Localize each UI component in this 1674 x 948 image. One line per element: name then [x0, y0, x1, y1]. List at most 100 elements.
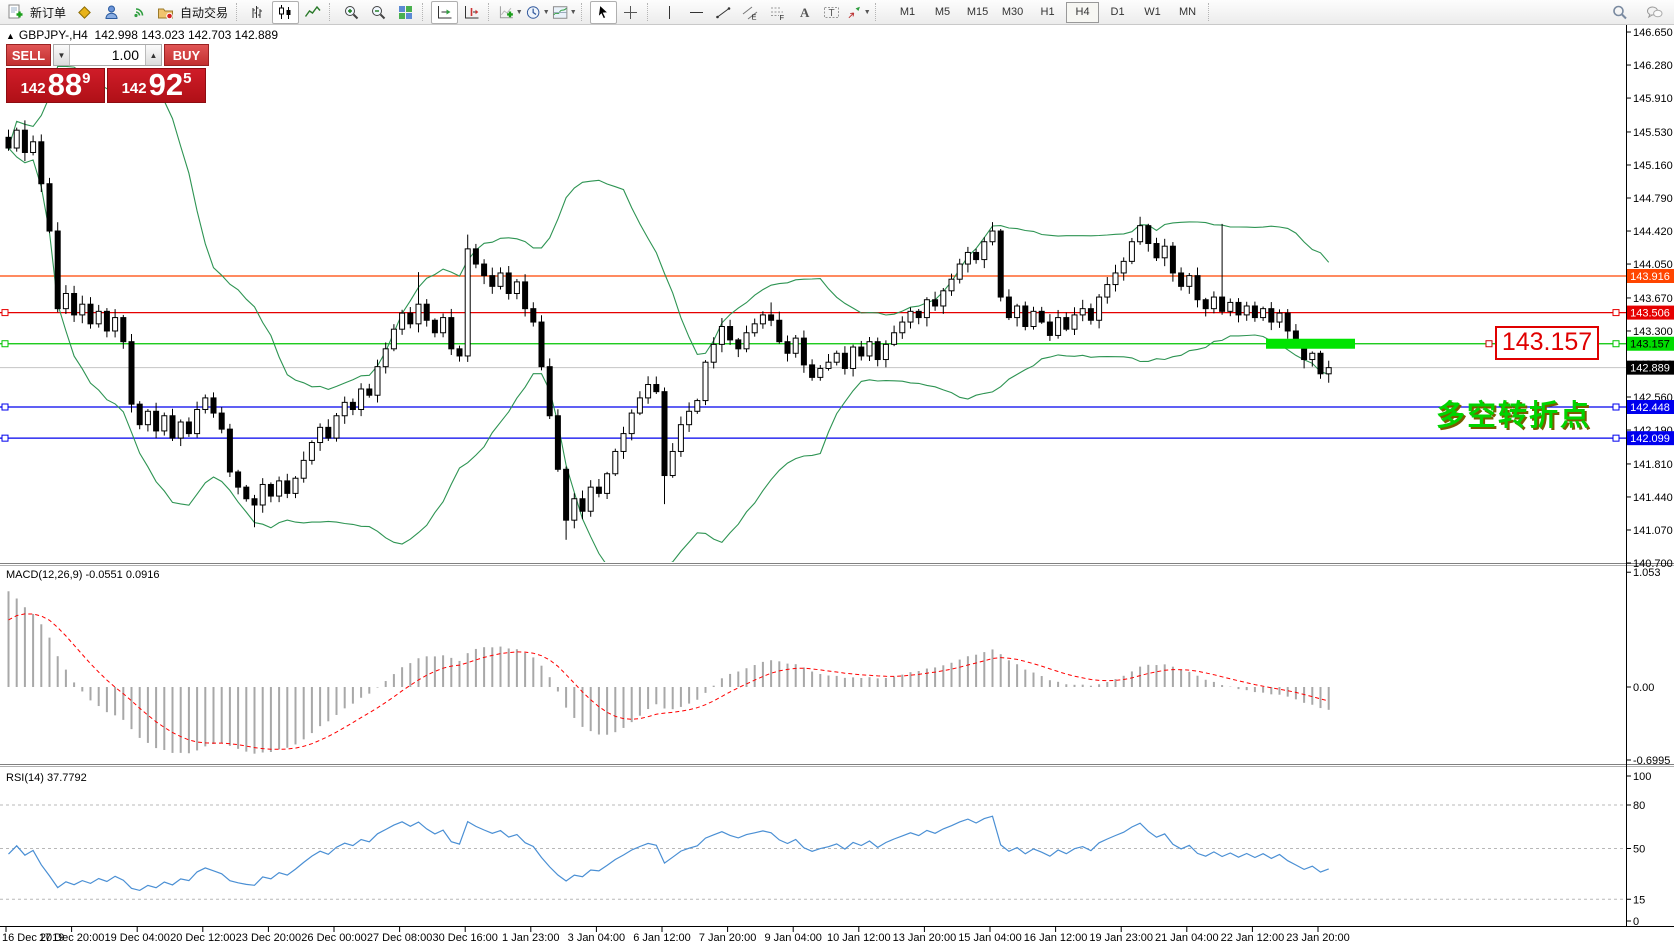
- chart-shift-icon: [465, 5, 479, 18]
- periods-button[interactable]: ▼: [524, 1, 551, 24]
- symbol-header: ▲ GBPJPY-,H4 142.998 143.023 142.703 142.…: [6, 28, 278, 42]
- zoom-out-button[interactable]: [365, 1, 392, 24]
- price-callout-box[interactable]: 143.157: [1495, 326, 1599, 360]
- search-button[interactable]: [1606, 1, 1633, 24]
- tile-windows-button[interactable]: [392, 1, 419, 24]
- horizontal-price-lines[interactable]: [0, 275, 1626, 439]
- volume-input[interactable]: [69, 45, 146, 65]
- highlight-zone-rect[interactable]: [1266, 338, 1355, 349]
- svg-text:145.160: 145.160: [1633, 160, 1673, 172]
- line-chart-button[interactable]: [299, 1, 326, 24]
- signals-button[interactable]: [125, 1, 152, 24]
- timeframe-h4-button[interactable]: H4: [1066, 1, 1100, 23]
- cursor-icon: [598, 4, 609, 19]
- svg-text:17 Dec 20:00: 17 Dec 20:00: [39, 932, 104, 944]
- buy-price-tile[interactable]: 142 92 5: [107, 68, 206, 103]
- svg-text:10 Jan 12:00: 10 Jan 12:00: [827, 932, 891, 944]
- svg-text:145.530: 145.530: [1633, 127, 1673, 139]
- fibonacci-icon: F: [771, 7, 785, 21]
- toolbar-separator: [875, 3, 881, 21]
- new-order-icon: [8, 4, 23, 18]
- sell-button[interactable]: SELL: [6, 44, 51, 66]
- svg-text:1.053: 1.053: [1633, 567, 1661, 579]
- auto-scroll-icon: [438, 5, 452, 18]
- toolbar-separator: [488, 3, 494, 21]
- new-order-button[interactable]: [2, 1, 29, 24]
- bar-chart-button[interactable]: [245, 1, 272, 24]
- svg-text:16 Dec 2019: 16 Dec 2019: [2, 932, 64, 944]
- svg-text:143.670: 143.670: [1633, 293, 1673, 305]
- zoom-in-button[interactable]: [338, 1, 365, 24]
- templates-button[interactable]: ▼: [551, 1, 578, 24]
- svg-text:0: 0: [1633, 916, 1639, 928]
- candlestick-chart-button[interactable]: [272, 0, 300, 24]
- text-button[interactable]: A: [791, 1, 818, 24]
- signals-icon: [134, 7, 144, 17]
- indicators-icon: [499, 5, 513, 18]
- svg-text:E: E: [752, 12, 757, 21]
- timeframe-h1-button[interactable]: H1: [1040, 6, 1055, 18]
- candlestick-chart-icon: [279, 4, 291, 19]
- svg-text:16 Jan 12:00: 16 Jan 12:00: [1024, 932, 1088, 944]
- cursor-button[interactable]: [590, 0, 618, 24]
- autotrading-button[interactable]: [152, 1, 179, 24]
- metaeditor-button[interactable]: [71, 1, 98, 24]
- trendline-button[interactable]: [710, 1, 737, 24]
- trendline-icon: [716, 6, 731, 18]
- dropdown-arrow-icon[interactable]: ▼: [569, 8, 577, 16]
- price-line-labels: 143.916 143.506 143.157 142.448 142.099 142.8…: [1627, 269, 1674, 446]
- vertical-line-button[interactable]: [656, 1, 683, 24]
- timeframe-m5-button[interactable]: M5: [934, 6, 951, 18]
- equidistant-channel-button[interactable]: E: [737, 1, 764, 24]
- svg-text:143.300: 143.300: [1633, 326, 1673, 338]
- svg-text:141.440: 141.440: [1633, 492, 1673, 504]
- svg-text:23 Jan 20:00: 23 Jan 20:00: [1286, 932, 1350, 944]
- chart-shift-button[interactable]: [458, 1, 485, 24]
- price-axis[interactable]: 146.650 146.280 145.910 145.530 145.160 144.7…: [1626, 27, 1673, 570]
- svg-text:0.00: 0.00: [1633, 682, 1654, 694]
- svg-text:15 Jan 04:00: 15 Jan 04:00: [958, 932, 1022, 944]
- timeframe-m1-button[interactable]: M1: [899, 6, 916, 18]
- horizontal-line-button[interactable]: [683, 1, 710, 24]
- timeframe-mn-button[interactable]: MN: [1178, 6, 1197, 18]
- one-click-trade-panel: SELL ▼ ▲ BUY 142 88 9 142 92 5: [6, 44, 209, 103]
- svg-text:146.650: 146.650: [1633, 27, 1673, 39]
- svg-text:T: T: [829, 8, 835, 19]
- one-click-collapse-icon[interactable]: ▲: [6, 31, 15, 41]
- arrows-icon: [848, 6, 860, 18]
- timeframe-m15-button[interactable]: M15: [966, 6, 989, 18]
- indicators-button[interactable]: ▼: [497, 1, 524, 24]
- autotrading-label: 自动交易: [180, 5, 229, 20]
- crosshair-button[interactable]: [617, 1, 644, 24]
- terminal-icon: [105, 5, 118, 19]
- volume-decrease-button[interactable]: ▼: [54, 45, 69, 65]
- dropdown-arrow-icon[interactable]: ▼: [863, 8, 871, 16]
- dropdown-arrow-icon[interactable]: ▼: [515, 8, 523, 16]
- arrows-button[interactable]: ▼: [845, 1, 872, 24]
- volume-increase-button[interactable]: ▲: [146, 45, 161, 65]
- svg-text:19 Dec 04:00: 19 Dec 04:00: [104, 932, 169, 944]
- periods-icon: [526, 5, 540, 19]
- svg-text:142.448: 142.448: [1630, 402, 1670, 414]
- timeframe-w1-button[interactable]: W1: [1144, 6, 1161, 18]
- sell-price-tile[interactable]: 142 88 9: [6, 68, 105, 103]
- timeframe-m30-button[interactable]: M30: [1001, 6, 1024, 18]
- dropdown-arrow-icon[interactable]: ▼: [542, 8, 550, 16]
- auto-scroll-button[interactable]: [431, 0, 459, 24]
- turning-point-text-label[interactable]: 多空转折点: [1436, 400, 1592, 432]
- svg-text:F: F: [780, 13, 785, 21]
- fibonacci-button[interactable]: F: [764, 1, 791, 24]
- toolbar-separator: [422, 3, 428, 21]
- svg-text:6 Jan 12:00: 6 Jan 12:00: [633, 932, 691, 944]
- terminal-button[interactable]: [98, 1, 125, 24]
- timeframe-d1-button[interactable]: D1: [1110, 6, 1125, 18]
- buy-button[interactable]: BUY: [164, 44, 209, 66]
- macd-indicator-label: MACD(12,26,9) -0.0551 0.0916: [6, 569, 160, 581]
- text-label-button[interactable]: T: [818, 1, 845, 24]
- svg-text:142.889: 142.889: [1630, 363, 1670, 375]
- hline-handles[interactable]: [1, 309, 1620, 442]
- svg-text:30 Dec 16:00: 30 Dec 16:00: [432, 932, 497, 944]
- chat-button[interactable]: [1641, 1, 1668, 24]
